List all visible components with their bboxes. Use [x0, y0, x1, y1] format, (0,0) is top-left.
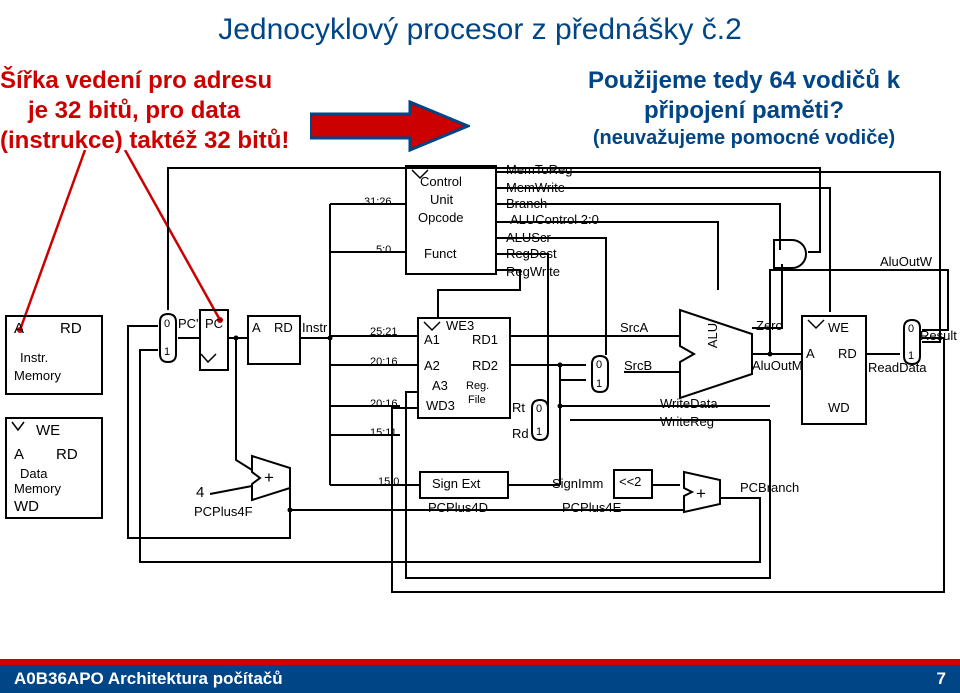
lbl-plus2: +	[696, 484, 706, 504]
lbl-muxsrcb-1: 1	[596, 378, 602, 390]
lbl-pcp4d: PCPlus4D	[428, 500, 488, 515]
lbl-rd2: RD2	[472, 358, 498, 373]
lbl-rf1: Reg.	[466, 380, 489, 392]
lbl-a1: A1	[424, 332, 440, 347]
cpu-diagram: A RD Instr. Memory WE A RD Data Memory W…	[0, 160, 960, 630]
right-caption: Použijeme tedy 64 vodičů k připojení pam…	[534, 66, 954, 151]
lbl-memwrite: MemWrite	[506, 180, 565, 195]
lbl-result: Result	[920, 328, 957, 343]
footer-right: 7	[937, 669, 946, 689]
slide-footer: A0B36APO Architektura počítačů 7	[0, 659, 960, 693]
lbl-2016a: 20:16	[370, 356, 398, 368]
lbl-imem-rd: RD	[60, 320, 82, 337]
lbl-3126: 31:26	[364, 196, 392, 208]
arrow-icon	[310, 100, 470, 152]
lbl-im2-rd: RD	[274, 320, 293, 335]
lbl-aluscr: ALUScr	[506, 230, 551, 245]
footer-left: A0B36APO Architektura počítačů	[14, 669, 283, 689]
lbl-a3: A3	[432, 378, 448, 393]
lbl-2521: 25:21	[370, 326, 398, 338]
lbl-signext: Sign Ext	[432, 476, 480, 491]
lbl-pcprime: PC'	[178, 316, 199, 331]
lbl-aluoutw: AluOutW	[880, 254, 932, 269]
lbl-dm-a: A	[14, 446, 24, 463]
lbl-readdata: ReadData	[868, 360, 927, 375]
lbl-muxrtrd-0: 0	[536, 403, 542, 415]
lbl-dm2-we: WE	[828, 320, 849, 335]
slide-title: Jednocyklový procesor z přednášky č.2	[0, 0, 960, 60]
lbl-im2-a: A	[252, 320, 261, 335]
lbl-regwrite: RegWrite	[506, 264, 560, 279]
lbl-wreg: WriteReg	[660, 414, 714, 429]
lbl-regdest: RegDest	[506, 246, 557, 261]
right-caption-line1: Použijeme tedy 64 vodičů k	[534, 66, 954, 96]
lbl-const4: 4	[196, 484, 204, 501]
lbl-rd: Rd	[512, 426, 529, 441]
lbl-50: 5:0	[376, 244, 391, 256]
lbl-muxrtrd-1: 1	[536, 426, 542, 438]
lbl-imem-a: A	[14, 320, 24, 337]
lbl-wdata: WriteData	[660, 396, 718, 411]
lbl-1511: 15:11	[370, 427, 397, 439]
lbl-alu: ALU	[705, 323, 720, 348]
lbl-muxres-0: 0	[908, 323, 914, 335]
title-text: Jednocyklový procesor z přednášky č.2	[218, 13, 742, 47]
lbl-dm2-rd: RD	[838, 346, 857, 361]
lbl-memtoreg: MemToReg	[506, 162, 572, 177]
left-caption-line2: je 32 bitů, pro data	[0, 96, 300, 126]
lbl-aluoutm: AluOutM	[752, 358, 803, 373]
lbl-pcp4f: PCPlus4F	[194, 504, 253, 519]
lbl-cu3: Opcode	[418, 210, 464, 225]
lbl-rt: Rt	[512, 400, 525, 415]
lbl-rd1: RD1	[472, 332, 498, 347]
lbl-2016b: 20:16	[370, 398, 398, 410]
left-caption-line1: Šířka vedení pro adresu	[0, 66, 300, 96]
lbl-branch: Branch	[506, 196, 547, 211]
lbl-a2: A2	[424, 358, 440, 373]
lbl-muxsrcb-0: 0	[596, 359, 602, 371]
right-caption-line3: (neuvažujeme pomocné vodiče)	[534, 126, 954, 151]
lbl-pc: PC	[205, 316, 223, 331]
lbl-signimm: SignImm	[552, 476, 603, 491]
right-caption-line2: připojení paměti?	[534, 96, 954, 126]
left-caption: Šířka vedení pro adresu je 32 bitů, pro …	[0, 66, 300, 156]
lbl-pcp4e: PCPlus4E	[562, 500, 621, 515]
lbl-shl2: <<2	[619, 474, 641, 489]
lbl-imem2: Memory	[14, 368, 61, 383]
lbl-cu4: Funct	[424, 246, 457, 261]
lbl-pcbranch: PCBranch	[740, 480, 799, 495]
lbl-dm2-a: A	[806, 346, 815, 361]
lbl-dm1: Data	[20, 466, 47, 481]
lbl-plus1: +	[264, 468, 274, 488]
lbl-instr: Instr	[302, 320, 327, 335]
lbl-we3: WE3	[446, 318, 474, 333]
lbl-srcb: SrcB	[624, 358, 652, 373]
lbl-muxres-1: 1	[908, 350, 914, 362]
lbl-mux-pc-0: 0	[164, 318, 170, 330]
lbl-srca: SrcA	[620, 320, 648, 335]
lbl-rf2: File	[468, 394, 486, 406]
lbl-cu1: Control	[420, 174, 462, 189]
lbl-dm2: Memory	[14, 481, 61, 496]
lbl-imem1: Instr.	[20, 350, 48, 365]
lbl-dm-rd: RD	[56, 446, 78, 463]
lbl-dm2-wd: WD	[828, 400, 850, 415]
lbl-dm-wd: WD	[14, 498, 39, 515]
lbl-mux-pc-1: 1	[164, 346, 170, 358]
lbl-150: 15:0	[378, 476, 399, 488]
lbl-cu2: Unit	[430, 192, 453, 207]
lbl-zero: Zero	[756, 318, 783, 333]
lbl-aluctrl: ALUControl 2:0	[510, 212, 599, 227]
lbl-dm-we: WE	[36, 422, 60, 439]
lbl-wd3: WD3	[426, 398, 455, 413]
